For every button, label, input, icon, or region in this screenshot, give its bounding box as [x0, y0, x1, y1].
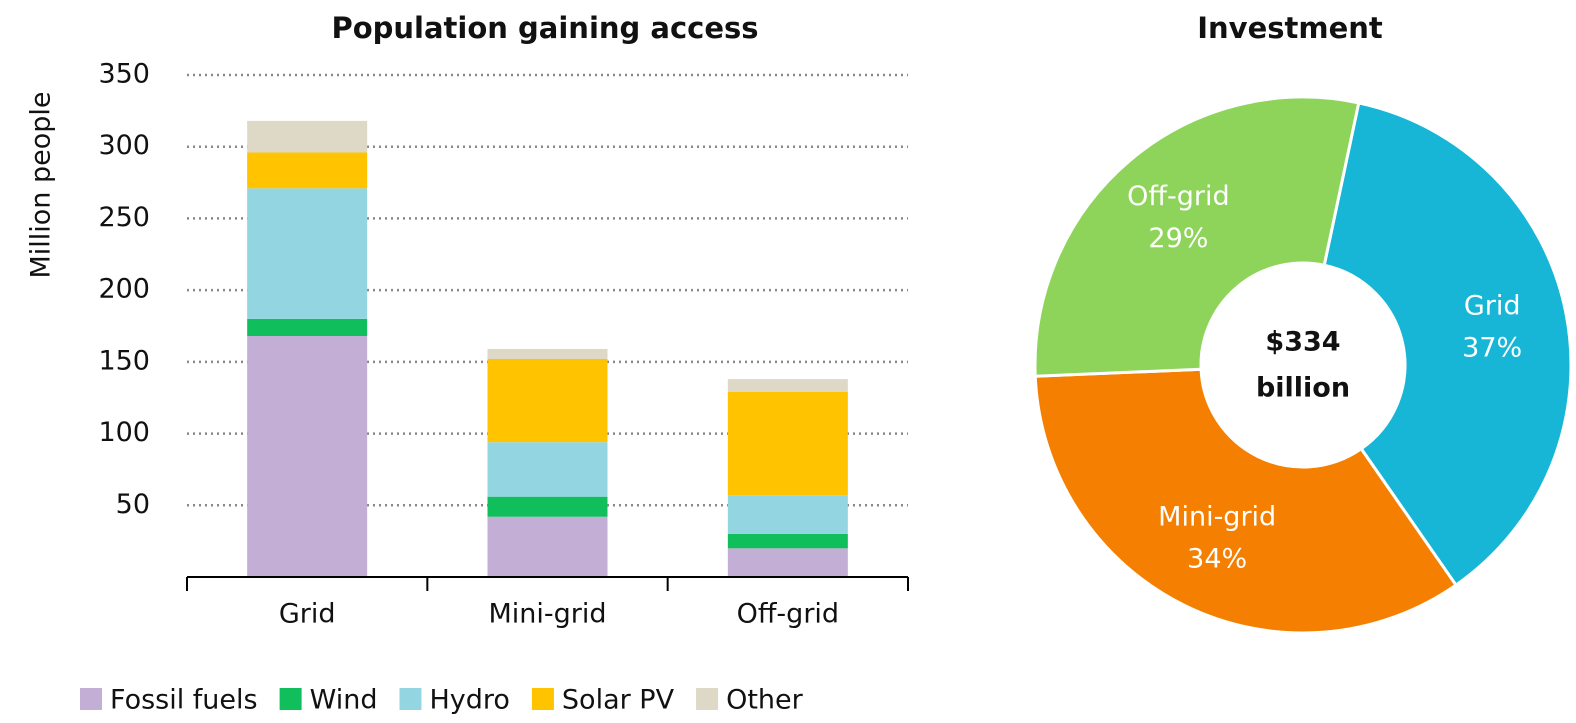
- chart-title: Population gaining access: [331, 11, 758, 45]
- bar-segment: [487, 348, 608, 359]
- legend-label: Other: [726, 685, 804, 716]
- bar-segment: [487, 516, 608, 577]
- bar-segment: [247, 336, 368, 577]
- y-tick-label: 100: [98, 417, 150, 448]
- legend-label: Hydro: [429, 685, 509, 716]
- bar-segment: [247, 120, 368, 153]
- bar-segment: [727, 533, 848, 549]
- legend-swatch: [531, 688, 554, 710]
- bar-segment: [487, 358, 608, 443]
- center-label: billion: [1256, 373, 1350, 404]
- bar-segment: [487, 496, 608, 517]
- bar-segment: [727, 379, 848, 392]
- pie-slice: [1033, 95, 1361, 378]
- bar-segment: [247, 188, 368, 319]
- legend-swatch: [696, 688, 719, 710]
- slice-value-label: 34%: [1187, 543, 1247, 574]
- slice-label: Grid: [1464, 290, 1521, 321]
- slice-value-label: 29%: [1148, 223, 1208, 254]
- legend-label: Wind: [310, 685, 378, 716]
- bar-segment: [727, 391, 848, 496]
- y-tick-label: 50: [116, 489, 150, 520]
- chart-title: Investment: [1197, 11, 1383, 45]
- pie-slice: [1033, 367, 1459, 635]
- bar-segment: [727, 548, 848, 577]
- legend-label: Fossil fuels: [110, 685, 258, 716]
- x-tick-label: Mini-grid: [488, 599, 606, 630]
- slice-label: Off-grid: [1127, 181, 1229, 212]
- bar-segment: [727, 495, 848, 534]
- x-tick-label: Grid: [279, 599, 336, 630]
- y-tick-label: 250: [98, 202, 150, 233]
- bar-segment: [487, 442, 608, 497]
- legend-swatch: [399, 688, 422, 710]
- y-axis-label: Million people: [26, 91, 57, 278]
- slice-value-label: 37%: [1462, 332, 1522, 363]
- x-tick-label: Off-grid: [737, 599, 839, 630]
- pie-slice: [1322, 101, 1573, 588]
- legend-swatch: [279, 688, 302, 710]
- y-tick-label: 300: [98, 130, 150, 161]
- bar-segment: [247, 152, 368, 189]
- legend-swatch: [80, 688, 102, 710]
- legend-label: Solar PV: [562, 685, 675, 716]
- slice-label: Mini-grid: [1158, 501, 1276, 532]
- center-label: $334: [1265, 327, 1340, 358]
- y-tick-label: 200: [98, 274, 150, 305]
- y-tick-label: 350: [98, 59, 150, 90]
- y-tick-label: 150: [98, 345, 150, 376]
- bar-segment: [247, 318, 368, 337]
